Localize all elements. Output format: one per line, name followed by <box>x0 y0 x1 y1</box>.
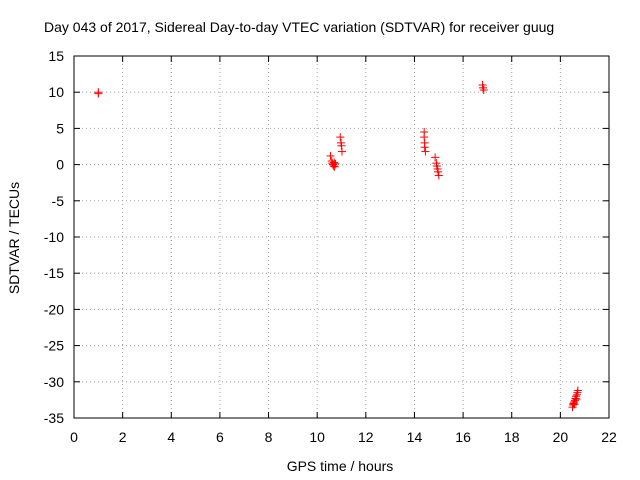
y-tick-label: -10 <box>44 229 64 245</box>
x-tick-label: 14 <box>407 429 423 445</box>
data-point <box>337 147 346 156</box>
x-tick-label: 12 <box>358 429 374 445</box>
x-tick-label: 18 <box>504 429 520 445</box>
x-tick-label: 10 <box>309 429 325 445</box>
y-tick-label: 0 <box>56 157 64 173</box>
grid <box>74 56 609 418</box>
data-point <box>434 171 443 180</box>
data-point <box>420 143 429 152</box>
x-tick-label: 22 <box>601 429 617 445</box>
x-tick-label: 4 <box>167 429 175 445</box>
x-tick-label: 2 <box>119 429 127 445</box>
data-points <box>94 80 582 412</box>
x-axis: 0 2 4 6 8 10 12 14 16 18 20 22 <box>70 56 617 445</box>
y-tick-label: -20 <box>44 301 64 317</box>
x-tick-label: 16 <box>455 429 471 445</box>
y-tick-label: -35 <box>44 410 64 426</box>
data-point <box>421 147 430 156</box>
y-tick-label: -5 <box>52 193 65 209</box>
data-point <box>479 86 488 95</box>
x-tick-label: 0 <box>70 429 78 445</box>
y-tick-label: -25 <box>44 338 64 354</box>
data-point <box>331 159 340 168</box>
x-tick-label: 20 <box>553 429 569 445</box>
y-tick-label: 15 <box>48 48 64 64</box>
y-tick-label: 5 <box>56 120 64 136</box>
x-axis-label: GPS time / hours <box>287 458 394 474</box>
x-tick-label: 8 <box>265 429 273 445</box>
chart-title: Day 043 of 2017, Sidereal Day-to-day VTE… <box>44 19 554 35</box>
data-point <box>434 167 443 176</box>
y-axis: 15 10 5 0 -5 -10 -15 -20 -25 -30 -35 <box>44 48 609 426</box>
y-tick-label: 10 <box>48 84 64 100</box>
data-point <box>431 153 440 162</box>
data-point <box>94 89 103 98</box>
data-point <box>573 386 582 395</box>
data-point <box>336 133 345 142</box>
x-tick-label: 6 <box>216 429 224 445</box>
data-point <box>326 151 335 160</box>
y-tick-label: -15 <box>44 265 64 281</box>
y-axis-label: SDTVAR / TECUs <box>6 182 22 294</box>
y-tick-label: -30 <box>44 374 64 390</box>
